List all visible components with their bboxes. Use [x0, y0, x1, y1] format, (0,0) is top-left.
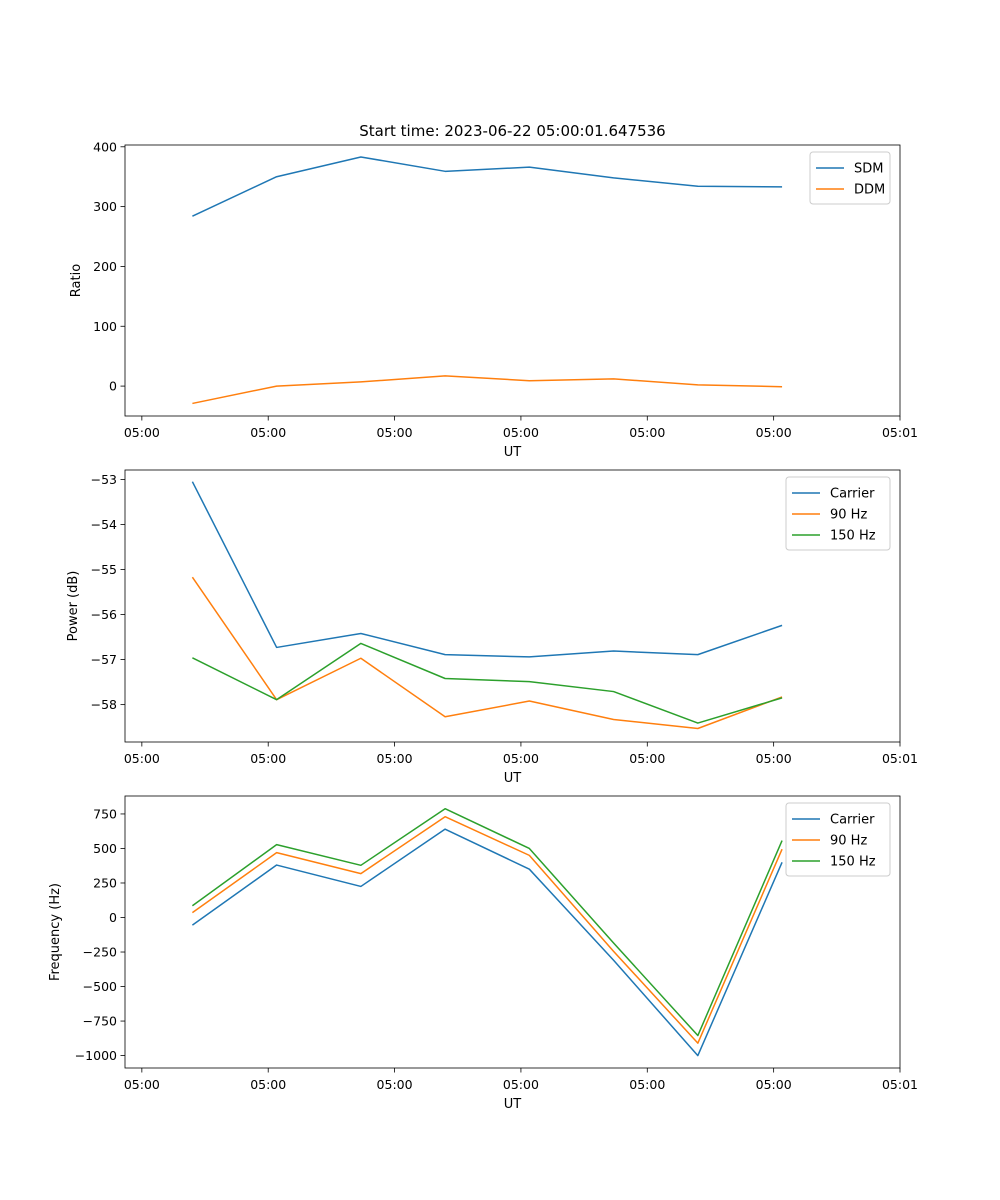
y-tick-label: 200: [93, 259, 117, 274]
plot-area: [125, 145, 900, 416]
legend-box: [785, 802, 891, 877]
y-axis-label: Ratio: [69, 264, 84, 297]
x-tick-label: 05:00: [503, 425, 539, 440]
x-tick-label: 05:00: [377, 425, 413, 440]
series-line-150-hz: [191, 807, 783, 1037]
y-tick-label: 100: [93, 319, 117, 334]
series-line-ddm: [192, 375, 783, 405]
x-tick-label: 05:00: [503, 1077, 539, 1092]
x-tick-label: 05:01: [882, 425, 918, 440]
y-tick-label: 400: [93, 139, 117, 154]
x-tick-label: 05:00: [756, 751, 792, 766]
x-tick-label: 05:00: [124, 425, 160, 440]
legend-label: 150 Hz: [830, 529, 876, 544]
figure-title: Start time: 2023-06-22 05:00:01.647536: [359, 122, 665, 140]
y-tick-label: 0: [109, 910, 117, 925]
y-tick-label: −57: [91, 652, 117, 667]
y-tick-label: −1000: [75, 1048, 117, 1063]
legend: SDM DDM: [809, 151, 891, 205]
x-tick-label: 05:01: [882, 751, 918, 766]
y-tick-label: −500: [83, 979, 117, 994]
legend-box: [785, 476, 891, 551]
series-line-90-hz: [191, 815, 783, 1044]
y-axis-label: Frequency (Hz): [48, 883, 63, 981]
series-line-150-hz: [192, 642, 783, 724]
y-tick-label: 500: [93, 841, 117, 856]
chart-panel-1: 05:00 05:00 05:00 05:00 05:00 05:00 05:01 0 100 2…: [69, 139, 918, 460]
x-tick-label: 05:00: [629, 751, 665, 766]
legend-box: [809, 151, 891, 205]
legend-label: 90 Hz: [830, 834, 867, 849]
series-line-90-hz: [191, 576, 783, 730]
y-tick-label: −53: [91, 472, 117, 487]
x-axis-label: UT: [504, 445, 522, 460]
x-tick-label: 05:00: [756, 425, 792, 440]
legend-label: 90 Hz: [830, 508, 867, 523]
axes-frame: [124, 144, 901, 417]
x-tick-label: 05:00: [124, 1077, 160, 1092]
legend-label: Carrier: [830, 487, 875, 502]
x-tick-label: 05:00: [124, 751, 160, 766]
legend: Carrier 90 Hz 150 Hz: [785, 802, 891, 877]
x-tick-label: 05:01: [882, 1077, 918, 1092]
x-tick-label: 05:00: [250, 751, 286, 766]
x-tick-label: 05:00: [629, 425, 665, 440]
y-axis-label: Power (dB): [66, 571, 81, 642]
axes-frame: [124, 469, 901, 743]
x-tick-label: 05:00: [503, 751, 539, 766]
x-tick-label: 05:00: [756, 1077, 792, 1092]
plot-area: [125, 796, 900, 1068]
y-tick-label: 300: [93, 199, 117, 214]
y-tick-label: −56: [91, 607, 117, 622]
y-tick-label: −58: [91, 697, 117, 712]
series-line-carrier: [191, 481, 783, 658]
legend-label: 150 Hz: [830, 855, 876, 870]
y-tick-label: 750: [93, 806, 117, 821]
chart-panel-2: 05:00 05:00 05:00 05:00 05:00 05:00 05:01 −58 −5…: [66, 469, 918, 786]
y-tick-label: −55: [91, 562, 117, 577]
legend-label: SDM: [854, 162, 883, 177]
legend-label: Carrier: [830, 813, 875, 828]
y-tick-label: −250: [83, 945, 117, 960]
axes-frame: [124, 795, 901, 1069]
x-tick-label: 05:00: [629, 1077, 665, 1092]
x-tick-label: 05:00: [377, 1077, 413, 1092]
legend: Carrier 90 Hz 150 Hz: [785, 476, 891, 551]
y-tick-label: 0: [109, 379, 117, 394]
x-axis-label: UT: [504, 1097, 522, 1112]
plot-area: [125, 470, 900, 742]
x-tick-label: 05:00: [377, 751, 413, 766]
x-tick-label: 05:00: [250, 1077, 286, 1092]
chart-panel-3: 05:00 05:00 05:00 05:00 05:00 05:00 05:01 −1000…: [48, 795, 918, 1112]
legend-label: DDM: [854, 183, 885, 198]
y-tick-label: −750: [83, 1014, 117, 1029]
y-tick-label: 250: [93, 875, 117, 890]
series-line-sdm: [192, 156, 783, 217]
x-axis-label: UT: [504, 771, 522, 786]
series-line-carrier: [191, 828, 783, 1057]
y-tick-label: −54: [91, 517, 117, 532]
x-tick-label: 05:00: [250, 425, 286, 440]
